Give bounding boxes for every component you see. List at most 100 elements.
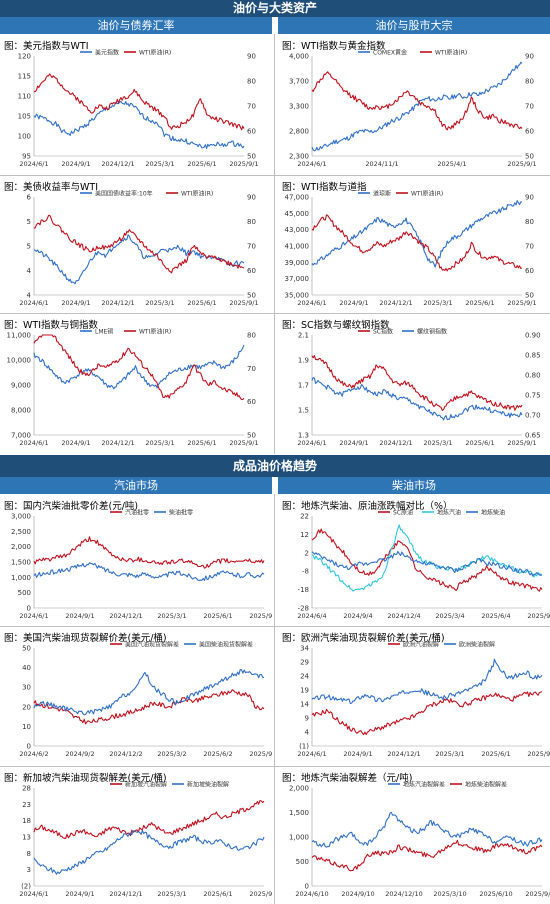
- legend-item: WTI原油(R): [124, 49, 171, 57]
- y-tick-label: 9: [305, 715, 309, 723]
- x-tick-label: 2025/3/1: [423, 299, 452, 307]
- y-tick-label: 1.5: [298, 407, 309, 415]
- y-tick-label: 24: [300, 673, 309, 681]
- chart-title: 图：地炼汽柴油、原油涨跌幅对比（%）: [282, 501, 453, 512]
- y-tick-label: -8: [302, 568, 309, 576]
- legend-label: 柴油批零: [169, 509, 193, 517]
- legend-item: 柴油批零: [154, 509, 193, 517]
- series-line: [33, 334, 245, 401]
- legend: SC原油 地炼汽油 地炼柴油: [378, 509, 505, 517]
- x-tick-label: 2025/9/1: [249, 612, 272, 620]
- y-tick-label: 18: [22, 817, 31, 825]
- legend-item: 汽油批零: [110, 509, 149, 517]
- chart-svg: 新加坡汽油裂解 新加坡柴油裂解 (2) 3 8 13 18 23 28 2024/6/1 2024/…: [19, 781, 272, 899]
- section-2-right-subheader: 柴油市场: [278, 477, 550, 494]
- legend-label: 美元指数: [95, 49, 119, 57]
- x-tick-label: 2024/9/1: [343, 750, 372, 758]
- series-line: [311, 691, 543, 736]
- legend-item: 美元指数: [80, 49, 119, 57]
- section-1-header: 油价与大类资产: [0, 0, 550, 17]
- y2-tick-label: 80: [247, 78, 256, 86]
- y-tick-label: 115: [18, 73, 31, 81]
- y2-tick-label: 50: [247, 153, 256, 161]
- series-line: [311, 214, 523, 272]
- series-line: [33, 799, 265, 839]
- legend-item: 美国国债收益率:10年: [80, 190, 153, 198]
- x-tick-label: 2024/6/2: [19, 750, 48, 758]
- x-tick-label: 2024/12/1: [387, 750, 420, 758]
- x-tick-label: 2025/6/10: [479, 890, 512, 898]
- legend: 汽油批零 柴油批零: [110, 509, 193, 517]
- legend: LME铜 WTI原油(R): [80, 328, 171, 336]
- series-line: [33, 234, 245, 285]
- y-tick-label: 95: [22, 153, 31, 161]
- y-tick-label: 4: [27, 267, 32, 275]
- chart-title: 图：地炼汽柴油裂解差（元/吨): [282, 773, 413, 784]
- section-1-right-subheader: 油价与股市大宗: [278, 17, 550, 34]
- y2-tick-label: 0.90: [525, 332, 541, 340]
- x-tick-label: 2024/9/1: [339, 439, 368, 447]
- series-line: [311, 71, 523, 131]
- x-tick-label: 2025/3/1: [157, 612, 186, 620]
- legend-item: 新加坡柴油裂解: [172, 781, 229, 789]
- section-2-left-subheader: 汽油市场: [0, 477, 272, 494]
- row-divider-3: [0, 626, 550, 627]
- legend-item: 道琼斯: [358, 190, 391, 198]
- y2-tick-label: 90: [247, 53, 256, 61]
- legend-label: SC指数: [373, 328, 393, 336]
- y-tick-label: 13: [22, 834, 31, 842]
- x-tick-label: 2025/6/1: [187, 439, 216, 447]
- y-tick-label: 2.1: [298, 332, 309, 340]
- legend-item: 螺纹钢指数: [402, 328, 447, 336]
- y2-tick-label: 70: [525, 243, 534, 251]
- y2-tick-label: 50: [247, 432, 256, 440]
- chart-svg: 欧洲汽油裂解 欧洲柴油裂解 (1) 4 9 14 19 24 29 34 2024/6/1 2024/…: [297, 641, 550, 759]
- y2-tick-label: 50: [525, 292, 534, 300]
- y2-tick-label: 60: [247, 128, 256, 136]
- series-line: [311, 811, 543, 848]
- series-line: [311, 377, 523, 421]
- y-tick-label: 5: [27, 243, 31, 251]
- y-tick-label: 30: [22, 684, 31, 692]
- y2-tick-label: 70: [247, 365, 256, 373]
- x-tick-label: 2024/6/1: [297, 299, 326, 307]
- y-tick-label: 23: [22, 801, 31, 809]
- column-divider-top: [274, 34, 275, 454]
- x-tick-label: 2025/6/1: [203, 890, 232, 898]
- y-tick-label: 0: [27, 605, 31, 613]
- x-tick-label: 2024/12/10: [385, 890, 422, 898]
- legend-item: COMEX黄金: [358, 49, 407, 57]
- y-tick-label: 2,500: [11, 528, 31, 536]
- y-tick-label: 4: [305, 729, 310, 737]
- x-tick-label: 2025/9/1: [507, 160, 536, 168]
- legend-label: 新加坡汽油裂解: [125, 781, 167, 789]
- y2-tick-label: 60: [525, 128, 534, 136]
- legend-label: 地炼汽油裂解差: [403, 781, 445, 789]
- legend: 新加坡汽油裂解 新加坡柴油裂解: [110, 781, 229, 789]
- y-tick-label: 1.9: [298, 357, 309, 365]
- section-1-left-subheader: 油价与债券汇率: [0, 17, 272, 34]
- y2-tick-label: 0.80: [525, 372, 541, 380]
- legend-item: 欧洲汽油裂解: [388, 641, 439, 649]
- y-tick-label: 28: [22, 785, 31, 793]
- y-tick-label: 29: [300, 659, 309, 667]
- x-tick-label: 2025/6/4: [481, 612, 510, 620]
- x-tick-label: 2024/6/10: [295, 890, 328, 898]
- chart-svg: 汽油批零 柴油批零 0 500 1,000 1,500 2,000 2,500 3,000 202…: [11, 509, 272, 621]
- series-line: [33, 100, 245, 150]
- legend-label: 地炼柴油: [481, 509, 505, 517]
- legend-label: 新加坡柴油裂解: [187, 781, 229, 789]
- legend: 美国汽油现货裂解差 美国柴油现货裂解差: [110, 641, 253, 649]
- x-tick-label: 2025/3/2: [157, 750, 186, 758]
- legend-label: 道琼斯: [373, 190, 391, 198]
- chart-title: 图：国内汽柴油批零价差(元/吨): [4, 501, 139, 512]
- chart-panel-7: 图：国内汽柴油批零价差(元/吨) 汽油批零 柴油批零 0 500 1,000 1,500 2,…: [0, 496, 272, 626]
- y-tick-label: 8: [27, 850, 31, 858]
- x-tick-label: 2025/9/1: [229, 160, 258, 168]
- legend-label: SC原油: [393, 509, 413, 517]
- series-line: [33, 214, 245, 274]
- y-tick-label: 3,000: [11, 513, 31, 521]
- chart-svg: 道琼斯 WTI原油(R) 35,000 37,000 39,000 41,000 43,00…: [285, 190, 537, 308]
- x-tick-label: 2025/9/2: [249, 750, 272, 758]
- y-tick-label: 0: [27, 743, 31, 751]
